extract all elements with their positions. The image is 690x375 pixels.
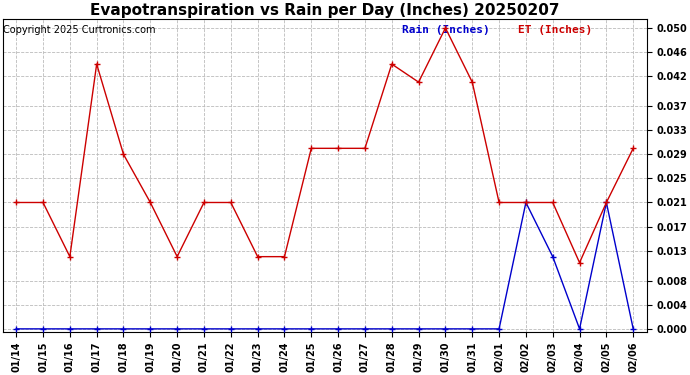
Title: Evapotranspiration vs Rain per Day (Inches) 20250207: Evapotranspiration vs Rain per Day (Inch… [90, 3, 560, 18]
Text: Copyright 2025 Curtronics.com: Copyright 2025 Curtronics.com [3, 25, 156, 35]
Text: Rain (Inches): Rain (Inches) [402, 25, 490, 35]
Text: ET (Inches): ET (Inches) [518, 25, 592, 35]
